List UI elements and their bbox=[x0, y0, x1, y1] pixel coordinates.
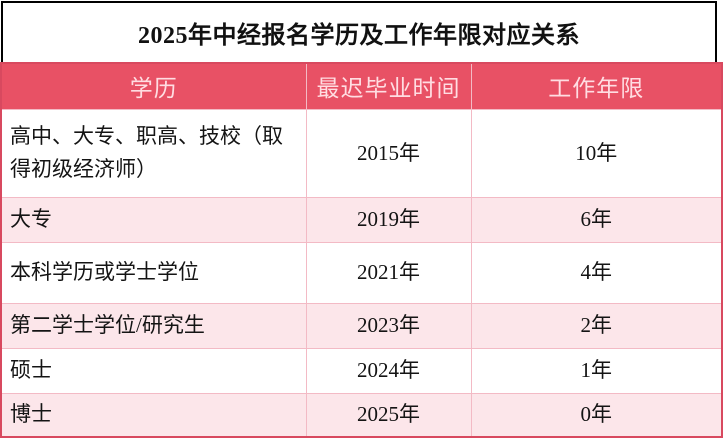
graduation-year-cell: 2019年 bbox=[305, 196, 472, 243]
table-row: 大专 2019年 6年 bbox=[0, 196, 723, 243]
column-header: 学历 bbox=[0, 62, 307, 110]
table-row: 本科学历或学士学位 2021年 4年 bbox=[0, 241, 723, 304]
work-years-cell: 2年 bbox=[470, 302, 723, 349]
table-body: 高中、大专、职高、技校（取得初级经济师） 2015年 10年 大专 2019年 6年 本科学… bbox=[0, 108, 723, 438]
table-row: 硕士 2024年 1年 bbox=[0, 347, 723, 394]
work-years-cell: 4年 bbox=[470, 241, 723, 304]
graduation-year-cell: 2024年 bbox=[305, 347, 472, 394]
column-header: 最迟毕业时间 bbox=[305, 62, 472, 110]
graduation-year-cell: 2021年 bbox=[305, 241, 472, 304]
work-years-cell: 10年 bbox=[470, 108, 723, 198]
education-work-years-table: 学历 最迟毕业时间 工作年限 高中、大专、职高、技校（取得初级经济师） 2015年 10… bbox=[0, 62, 723, 438]
education-cell: 高中、大专、职高、技校（取得初级经济师） bbox=[0, 108, 307, 198]
graduation-year-cell: 2023年 bbox=[305, 302, 472, 349]
education-cell: 博士 bbox=[0, 392, 307, 438]
work-years-cell: 6年 bbox=[470, 196, 723, 243]
work-years-cell: 1年 bbox=[470, 347, 723, 394]
education-cell: 第二学士学位/研究生 bbox=[0, 302, 307, 349]
graduation-year-cell: 2015年 bbox=[305, 108, 472, 198]
table-row: 高中、大专、职高、技校（取得初级经济师） 2015年 10年 bbox=[0, 108, 723, 198]
graduation-year-cell: 2025年 bbox=[305, 392, 472, 438]
work-years-cell: 0年 bbox=[470, 392, 723, 438]
title-box: 2025年中经报名学历及工作年限对应关系 bbox=[1, 1, 717, 62]
education-cell: 本科学历或学士学位 bbox=[0, 241, 307, 304]
table-header: 学历 最迟毕业时间 工作年限 bbox=[0, 62, 723, 110]
page-title: 2025年中经报名学历及工作年限对应关系 bbox=[138, 23, 580, 49]
education-cell: 硕士 bbox=[0, 347, 307, 394]
table-row: 博士 2025年 0年 bbox=[0, 392, 723, 438]
education-cell: 大专 bbox=[0, 196, 307, 243]
table-header-row: 学历 最迟毕业时间 工作年限 bbox=[0, 62, 723, 110]
table-row: 第二学士学位/研究生 2023年 2年 bbox=[0, 302, 723, 349]
column-header: 工作年限 bbox=[470, 62, 723, 110]
